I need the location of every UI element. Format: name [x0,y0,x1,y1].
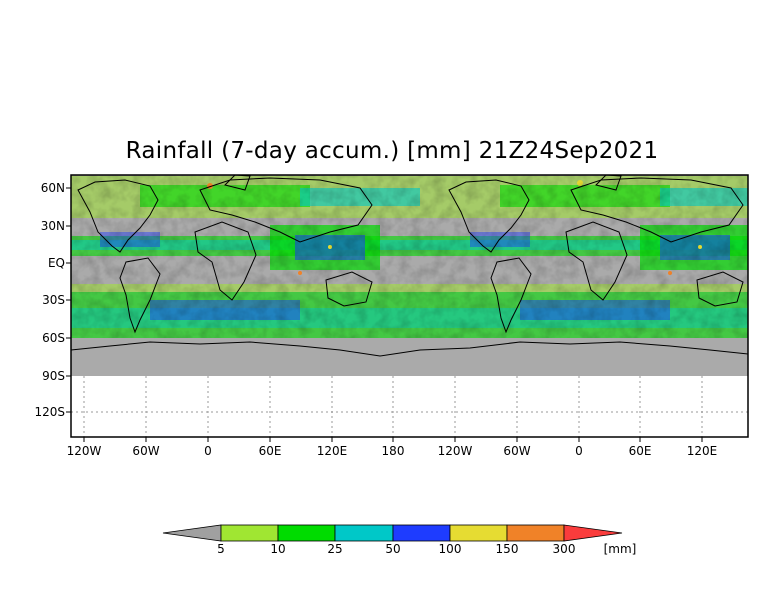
colorbar-unit: [mm] [603,542,637,556]
colorbar-upper-triangle [563,524,623,542]
x-label: 0 [575,444,583,458]
x-label: 60E [258,444,282,458]
colorbar-label: 5 [217,542,225,556]
colorbar-bin-50-100 [392,524,451,542]
y-label-30n: 30N [40,219,65,233]
x-label: 120E [686,444,718,458]
colorbar-bin-150-300 [506,524,565,542]
colorbar-label: 25 [327,542,343,556]
coastlines [71,175,748,357]
y-label-60s: 60S [42,331,65,345]
y-label-30s: 30S [42,293,65,307]
colorbar-label: 10 [270,542,286,556]
y-label-90s: 90S [42,369,65,383]
colorbar-lower-triangle [162,524,222,542]
x-label: 60W [503,444,531,458]
x-label: 60E [628,444,652,458]
rainfall-field [71,175,748,338]
grid-lines [71,376,748,437]
map-title: Rainfall (7-day accum.) [mm] 21Z24Sep202… [125,138,659,164]
colorbar-label: 50 [385,542,401,556]
colorbar-bin-100-150 [449,524,508,542]
x-label: 0 [204,444,212,458]
y-label-eq: EQ [47,256,65,270]
y-label-120s: 120S [34,405,65,419]
y-label-60n: 60N [40,181,65,195]
y-ticks [66,187,71,413]
colorbar-label: 300 [552,542,576,556]
x-label: 60W [132,444,160,458]
x-label: 120W [66,444,102,458]
x-ticks [83,437,703,442]
colorbar-bin-25-50 [334,524,394,542]
plot-frame [70,174,749,438]
colorbar-label: 100 [438,542,462,556]
x-label: 120W [437,444,473,458]
colorbar-bin-5-10 [220,524,279,542]
colorbar-label: 150 [495,542,519,556]
x-label: 180 [381,444,405,458]
x-label: 120E [316,444,348,458]
colorbar-bin-10-25 [277,524,336,542]
